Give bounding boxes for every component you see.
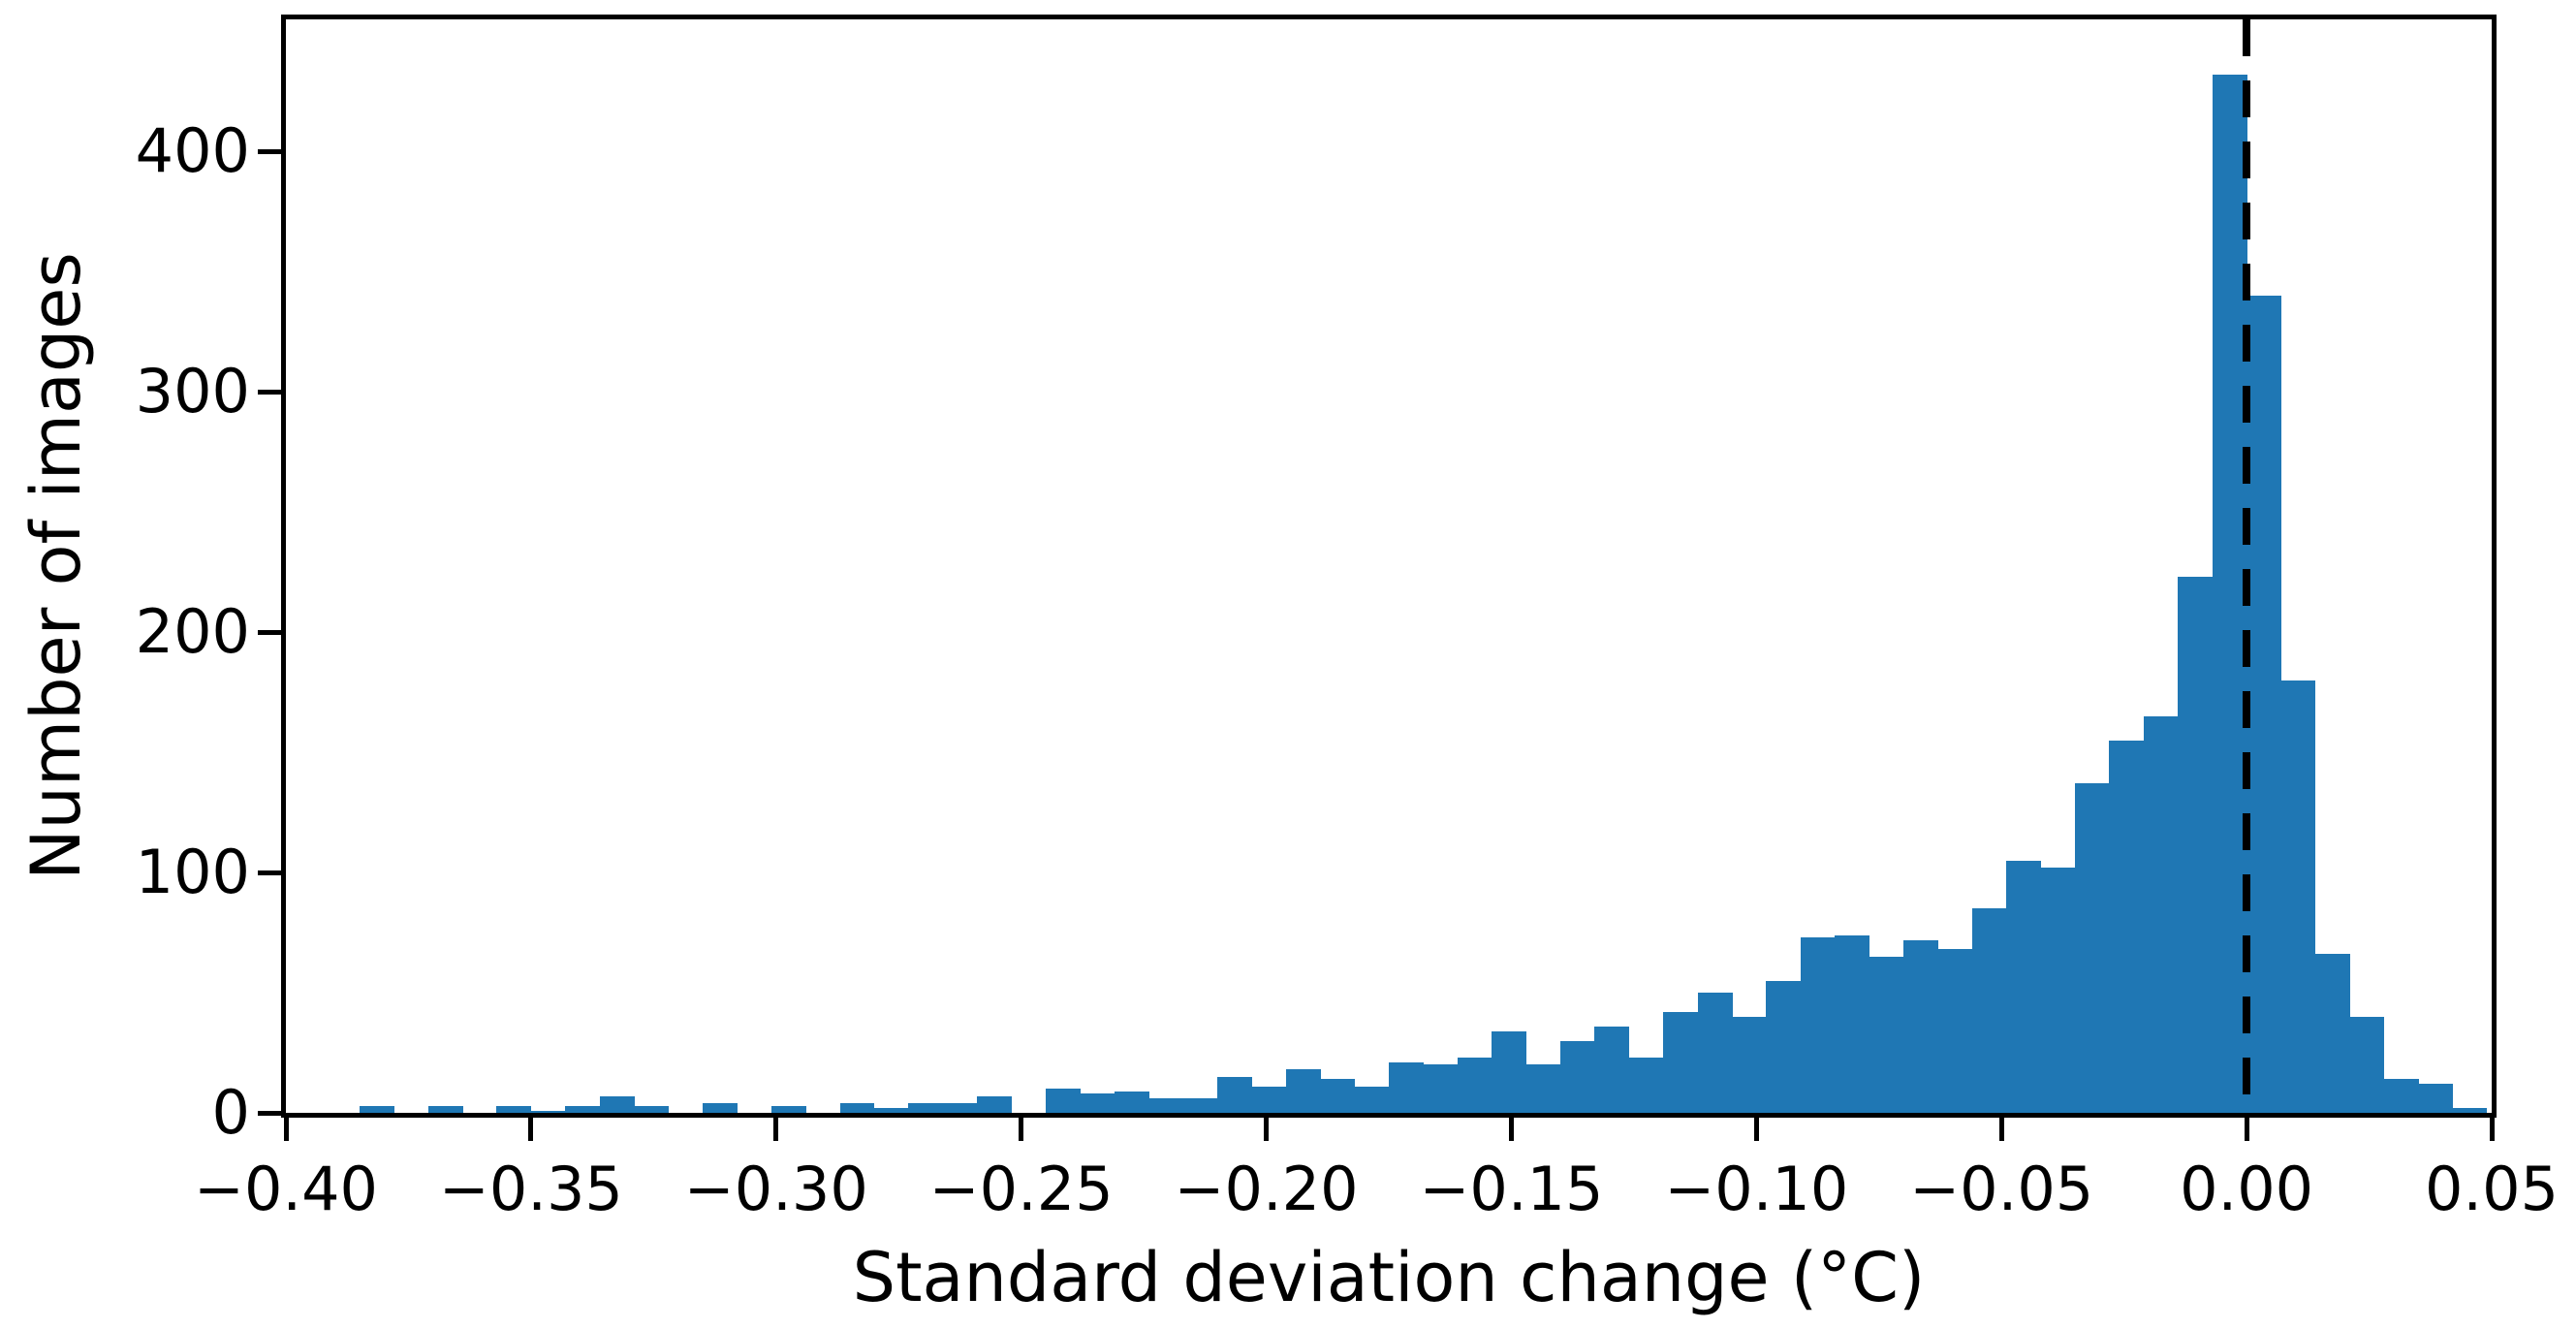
plot-area: [281, 15, 2497, 1118]
x-tick-mark: [1508, 1118, 1514, 1141]
histogram-bar: [1182, 1098, 1218, 1113]
x-tick-mark: [2244, 1118, 2249, 1141]
x-tick-mark: [1019, 1118, 1024, 1141]
x-tick-label: −0.15: [1419, 1154, 1604, 1224]
histogram-bar: [530, 1110, 566, 1113]
histogram-bar: [770, 1105, 806, 1113]
histogram-bar: [2212, 75, 2247, 1113]
x-tick-label: −0.40: [194, 1154, 378, 1224]
x-tick-label: −0.05: [1909, 1154, 2094, 1224]
histogram-bar: [2383, 1079, 2419, 1113]
x-tick-label: −0.30: [683, 1154, 868, 1224]
histogram-bar: [1971, 908, 2007, 1113]
histogram-bar: [1594, 1026, 1630, 1113]
y-tick-label: 300: [135, 356, 250, 427]
histogram-bar: [1732, 1016, 1767, 1113]
histogram-bar: [2109, 740, 2145, 1113]
y-tick-mark: [258, 389, 281, 395]
y-tick-mark: [258, 1110, 281, 1116]
y-tick-mark: [258, 148, 281, 154]
histogram-bar: [2006, 860, 2042, 1113]
x-tick-label: 0.05: [2424, 1154, 2560, 1224]
histogram-bar: [634, 1105, 669, 1113]
histogram-bar: [2452, 1108, 2488, 1113]
histogram-bar: [1389, 1061, 1424, 1113]
histogram-bar: [1560, 1040, 1595, 1113]
histogram-bar: [1320, 1079, 1356, 1113]
histogram-bar: [2143, 715, 2179, 1113]
histogram-bar: [1457, 1057, 1492, 1113]
histogram-bar: [1251, 1086, 1287, 1113]
x-tick-mark: [1998, 1118, 2004, 1141]
x-tick-label: −0.20: [1174, 1154, 1359, 1224]
x-tick-label: −0.10: [1664, 1154, 1849, 1224]
x-tick-mark: [1264, 1118, 1270, 1141]
y-axis-label: Number of images: [16, 252, 96, 880]
histogram-bar: [2418, 1084, 2454, 1113]
histogram-bar: [1285, 1069, 1321, 1113]
histogram-bar: [1216, 1076, 1252, 1113]
histogram-bar: [1525, 1064, 1561, 1113]
y-tick-label: 0: [211, 1077, 250, 1148]
histogram-bar: [1903, 939, 1938, 1113]
histogram-bar: [1800, 937, 1836, 1113]
y-tick-label: 200: [135, 596, 250, 668]
x-tick-label: −0.35: [438, 1154, 623, 1224]
histogram-bar: [427, 1105, 463, 1113]
histogram-bar: [2280, 680, 2316, 1113]
x-axis-label: Standard deviation change (°C): [852, 1238, 1926, 1317]
histogram-bar: [2349, 1016, 2385, 1113]
histogram-bar: [1148, 1098, 1184, 1113]
histogram-bar: [1663, 1011, 1699, 1113]
histogram-bars: [286, 19, 2492, 1113]
histogram-bar: [565, 1105, 601, 1113]
histogram-bar: [1080, 1093, 1115, 1113]
histogram-bar: [2246, 296, 2281, 1113]
histogram-bar: [496, 1105, 532, 1113]
histogram-bar: [1835, 934, 1870, 1113]
histogram-bar: [1766, 980, 1802, 1113]
x-tick-mark: [1753, 1118, 1759, 1141]
histogram-bar: [1492, 1030, 1527, 1113]
y-tick-mark: [258, 870, 281, 875]
histogram-bar: [1628, 1057, 1664, 1113]
histogram-bar: [2178, 577, 2214, 1113]
histogram-bar: [1869, 956, 1904, 1113]
histogram-bar: [908, 1103, 944, 1113]
histogram-bar: [1937, 949, 1973, 1113]
histogram-bar: [1697, 993, 1733, 1113]
histogram-bar: [2314, 954, 2350, 1113]
x-tick-mark: [283, 1118, 289, 1141]
x-tick-mark: [528, 1118, 534, 1141]
histogram-bar: [2040, 868, 2076, 1113]
histogram-bar: [2075, 783, 2110, 1113]
histogram-bar: [942, 1103, 978, 1113]
histogram-bar: [873, 1108, 909, 1113]
y-tick-label: 100: [135, 837, 250, 908]
histogram-bar: [1423, 1064, 1459, 1113]
histogram-bar: [702, 1103, 738, 1113]
histogram-bar: [839, 1103, 875, 1113]
histogram-bar: [1045, 1089, 1081, 1113]
histogram-bar: [599, 1095, 635, 1113]
y-tick-label: 400: [135, 115, 250, 187]
y-tick-mark: [258, 629, 281, 635]
x-tick-mark: [773, 1118, 779, 1141]
histogram-bar: [977, 1095, 1013, 1113]
histogram-bar: [359, 1105, 394, 1113]
histogram-bar: [1114, 1091, 1149, 1113]
zero-dashed-line: [2243, 19, 2251, 1113]
x-tick-mark: [2489, 1118, 2495, 1141]
x-tick-label: 0.00: [2180, 1154, 2314, 1224]
x-tick-label: −0.25: [928, 1154, 1114, 1224]
histogram-bar: [1354, 1086, 1390, 1113]
